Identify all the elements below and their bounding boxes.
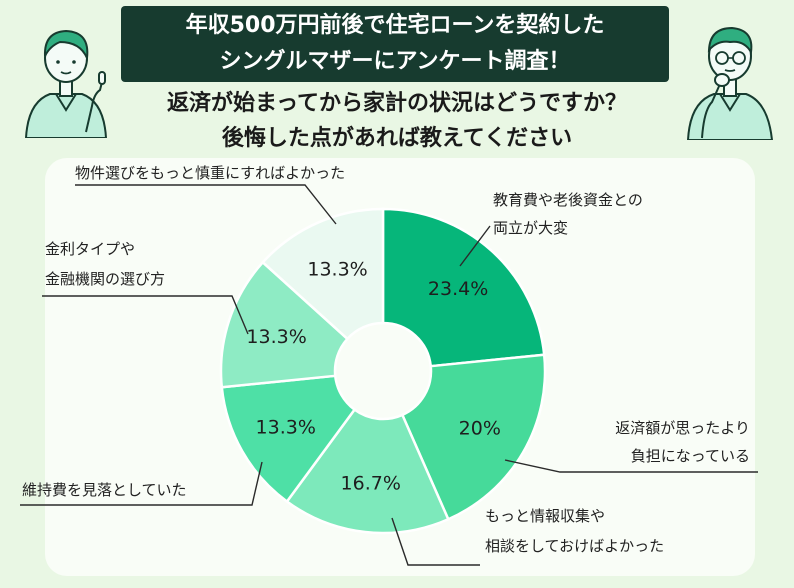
pie-slice (220, 374, 357, 504)
slice-value-label: 13.3% (256, 416, 316, 438)
slice-category-label: もっと情報収集や (485, 507, 605, 525)
question-text: 返済が始まってから家計の状況はどうですか？ 後悔した点があれば教えてください (100, 86, 694, 156)
slice-category-label: 金利タイプや (45, 240, 135, 258)
pie-slice (400, 353, 547, 521)
slice-category-label: 教育費や老後資金との (493, 191, 643, 209)
slice-category-label: 物件選びをもっと慎重にすればよかった (75, 164, 345, 182)
woman-pointing-icon (24, 29, 108, 138)
pie-slice (285, 407, 450, 535)
leader-line (42, 295, 249, 335)
leader-line (75, 184, 337, 225)
title-line-1: 年収500万円前後で住宅ローンを契約した (185, 13, 605, 38)
title-line-2: シングルマザーにアンケート調査！ (219, 49, 571, 74)
slice-category-label: 相談をしておけばよかった (485, 537, 664, 555)
leader-line (504, 459, 758, 473)
slice-value-label: 23.4% (428, 278, 488, 300)
leader-line (459, 225, 491, 267)
slice-category-label: 金融機関の選び方 (45, 270, 165, 288)
man-thinking-icon (686, 26, 774, 140)
slice-value-label: 13.3% (246, 326, 306, 348)
leader-line (391, 517, 480, 566)
pie-slice (261, 207, 385, 341)
question-line-2: 後悔した点があれば教えてください (221, 126, 573, 151)
slice-category-label: 維持費を見落としていた (22, 481, 187, 499)
leader-line (20, 461, 263, 506)
slice-category-label: 負担になっている (631, 447, 750, 465)
slice-value-label: 20% (459, 417, 501, 439)
title-banner: 年収500万円前後で住宅ローンを契約した シングルマザーにアンケート調査！ (121, 6, 669, 82)
pie-slice (381, 207, 546, 368)
pie-slice (219, 260, 350, 389)
slice-value-label: 13.3% (307, 259, 367, 281)
slice-category-label: 両立が大変 (493, 219, 568, 237)
slice-category-label: 返済額が思ったより (615, 419, 750, 437)
slice-value-label: 16.7% (341, 472, 401, 494)
question-line-1: 返済が始まってから家計の状況はどうですか？ (166, 91, 628, 116)
